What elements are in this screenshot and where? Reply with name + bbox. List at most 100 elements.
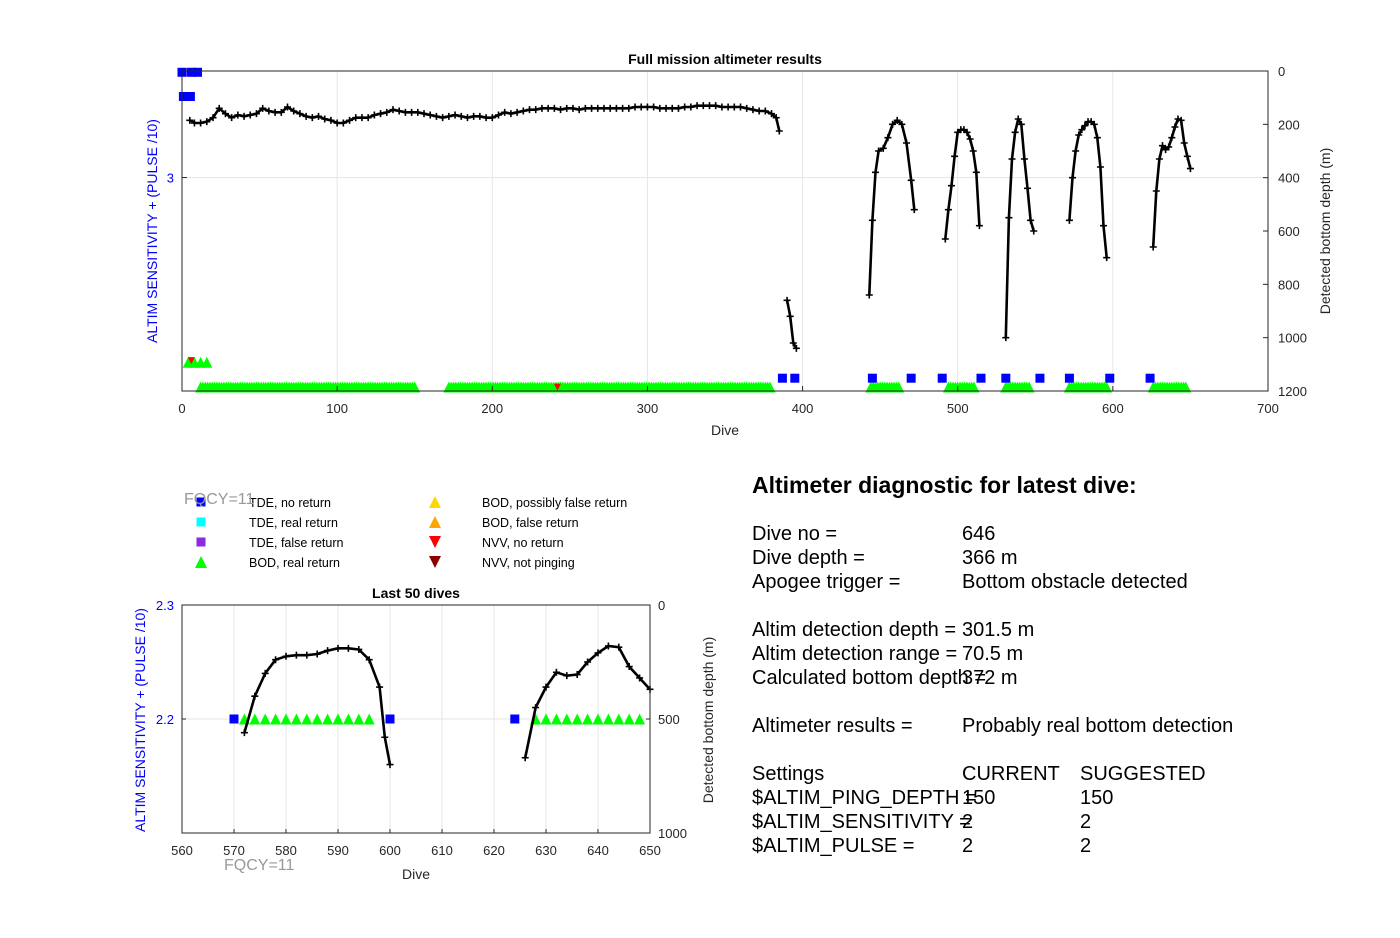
ping-depth-label: $ALTIM_PING_DEPTH =	[752, 787, 977, 809]
top-x-tick-label: 200	[481, 401, 503, 416]
depth-point	[408, 108, 416, 116]
depth-point	[786, 312, 794, 320]
det-range-label: Altim detection range =	[752, 643, 958, 665]
tde-no-return-marker	[937, 373, 947, 383]
dive-no-label: Dive no =	[752, 523, 838, 545]
depth-point	[615, 643, 623, 651]
depth-point	[370, 111, 378, 119]
results-value: Probably real bottom detection	[962, 715, 1234, 737]
bottom-ticks: 560 570 580 590 600 610 620 630 640 650 0 500 1000 2.…	[156, 598, 687, 858]
top-x-tick-label: 400	[792, 401, 814, 416]
last-50-dives-chart: 560 570 580 590 600 610 620 630 640 650 0 500 1000 2.…	[132, 585, 716, 882]
legend-square-marker	[196, 517, 206, 527]
depth-point	[1168, 134, 1176, 142]
depth-point	[1078, 126, 1086, 134]
bod-real-return-marker	[893, 381, 905, 393]
depth-point	[563, 672, 571, 680]
depth-point	[637, 103, 645, 111]
sensitivity-label: $ALTIM_SENSITIVITY =	[752, 811, 971, 833]
top-left-y-axis-label: ALTIM SENSITIVITY + (PULSE /10)	[144, 119, 160, 343]
depth-point	[588, 104, 596, 112]
bottom-right-y-axis-label: Detected bottom depth (m)	[700, 637, 716, 804]
depth-point	[470, 112, 478, 120]
bottom-x-tick-label: 640	[587, 843, 609, 858]
depth-point	[681, 103, 689, 111]
bottom-left-tick-label: 2.2	[156, 712, 174, 727]
tde-no-return-marker	[1145, 373, 1155, 383]
depth-point	[186, 116, 194, 124]
depth-point	[662, 104, 670, 112]
depth-point	[271, 108, 279, 116]
depth-point	[975, 222, 983, 230]
depth-point	[381, 733, 389, 741]
depth-point	[209, 114, 217, 122]
bod-real-return-marker	[311, 713, 323, 725]
depth-point	[687, 103, 695, 111]
det-range-row: Altim detection range = 70.5 m	[752, 642, 1372, 666]
depth-point	[228, 114, 236, 122]
depth-point	[941, 235, 949, 243]
depth-line	[243, 646, 392, 765]
dive-depth-row: Dive depth = 366 m	[752, 546, 1372, 570]
tde-no-return-marker	[976, 373, 986, 383]
bod-real-return-marker	[561, 713, 573, 725]
depth-point	[889, 120, 897, 128]
depth-point	[604, 642, 612, 650]
bottom-x-tick-label: 650	[639, 843, 661, 858]
depth-point	[296, 110, 304, 118]
tde-no-return-marker	[385, 714, 395, 724]
depth-point	[521, 754, 529, 762]
legend-triangle-marker	[429, 496, 441, 508]
dive-depth-label: Dive depth =	[752, 547, 865, 569]
top-x-tick-label: 100	[326, 401, 348, 416]
bod-real-return-marker	[301, 713, 313, 725]
top-right-tick-label: 200	[1278, 117, 1300, 132]
depth-point	[197, 119, 205, 127]
depth-point	[355, 645, 363, 653]
bottom-x-tick-label: 600	[379, 843, 401, 858]
depth-point	[277, 108, 285, 116]
settings-header-row: Settings CURRENT SUGGESTED	[752, 762, 1372, 786]
bod-real-return-marker	[342, 713, 354, 725]
depth-point	[358, 114, 366, 122]
bod-real-return-marker	[1180, 381, 1192, 393]
det-depth-row: Altim detection depth = 301.5 m	[752, 618, 1372, 642]
depth-point	[1030, 227, 1038, 235]
calc-depth-value: 372 m	[962, 667, 1018, 689]
depth-point	[761, 107, 769, 115]
depth-point	[1171, 123, 1179, 131]
depth-point	[445, 112, 453, 120]
tde-no-return-marker	[1064, 373, 1074, 383]
depth-point	[261, 669, 269, 677]
legend-label: TDE, no return	[249, 496, 331, 510]
tde-no-return-marker	[777, 373, 787, 383]
depth-point	[575, 106, 583, 114]
depth-point	[789, 339, 797, 347]
depth-point	[693, 102, 701, 110]
depth-point	[1024, 184, 1032, 192]
depth-point	[308, 114, 316, 122]
depth-point	[875, 147, 883, 155]
dive-no-value: 646	[962, 523, 996, 545]
depth-point	[724, 103, 732, 111]
nvv-no-return-marker	[187, 357, 195, 365]
depth-point	[783, 296, 791, 304]
bottom-right-tick-label: 500	[658, 712, 680, 727]
depth-point	[879, 144, 887, 152]
depth-line	[1004, 117, 1035, 338]
depth-point	[594, 104, 602, 112]
depth-point	[606, 104, 614, 112]
tde-no-return-marker	[790, 373, 800, 383]
results-label: Altimeter results =	[752, 715, 913, 737]
depth-point	[272, 656, 280, 664]
bod-real-return-marker	[201, 356, 213, 368]
depth-point	[1149, 243, 1157, 251]
depth-point	[951, 152, 959, 160]
depth-point	[252, 110, 260, 118]
top-x-tick-label: 300	[637, 401, 659, 416]
depth-point	[550, 104, 558, 112]
diagnostic-title: Altimeter diagnostic for latest dive:	[752, 472, 1137, 498]
depth-point	[625, 663, 633, 671]
depth-point	[674, 104, 682, 112]
depth-point	[1069, 174, 1077, 182]
